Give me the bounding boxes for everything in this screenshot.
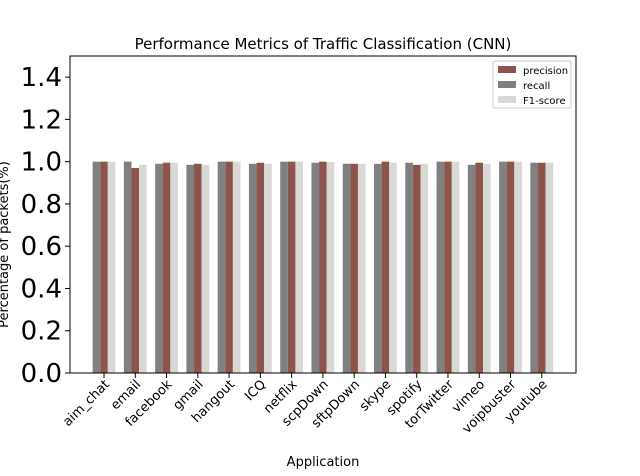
- bar-recall-voipbuster: [499, 161, 507, 373]
- legend-label-f1-score: F1-score: [523, 96, 566, 107]
- y-axis-label: Percentage of packets(%): [0, 161, 12, 328]
- bar-precision-facebook: [162, 162, 171, 373]
- chart-title: Performance Metrics of Traffic Classific…: [135, 35, 512, 53]
- bar-f1-score-skype: [389, 162, 397, 373]
- bar-precision-skype: [381, 161, 390, 373]
- y-tick-label: 0.0: [21, 359, 62, 389]
- bar-precision-icq: [256, 162, 265, 373]
- legend-swatch-precision: [498, 66, 516, 73]
- bar-f1-score-youtube: [545, 162, 554, 373]
- bar-recall-aim-chat: [92, 161, 101, 373]
- bar-f1-score-sftpdown: [357, 163, 366, 373]
- bar-precision-voipbuster: [506, 161, 515, 373]
- bar-f1-score-scpdown: [326, 162, 335, 373]
- y-tick-label: 0.2: [21, 317, 62, 347]
- bar-precision-scpdown: [319, 161, 327, 373]
- x-axis-label: Application: [287, 455, 360, 470]
- bar-f1-score-voipbuster: [514, 161, 522, 373]
- bar-recall-skype: [374, 163, 382, 373]
- bar-f1-score-netflix: [295, 161, 304, 373]
- y-tick-label: 1.2: [21, 105, 62, 135]
- bar-recall-sftpdown: [342, 163, 351, 373]
- legend-swatch-recall: [498, 81, 516, 88]
- bar-f1-score-facebook: [170, 162, 178, 373]
- y-tick-label: 0.4: [21, 274, 62, 304]
- bar-f1-score-tortwitter: [451, 161, 460, 373]
- bar-recall-scpdown: [311, 162, 320, 373]
- legend-label-recall: recall: [523, 81, 550, 92]
- bar-precision-gmail: [194, 163, 202, 373]
- y-tick-label: 0.6: [21, 232, 62, 262]
- bar-precision-tortwitter: [444, 161, 452, 373]
- bar-f1-score-vimeo: [483, 163, 491, 373]
- bar-precision-email: [131, 168, 140, 373]
- bar-recall-email: [123, 161, 132, 373]
- bar-recall-hangout: [217, 161, 226, 373]
- y-tick-label: 1.4: [21, 63, 62, 93]
- bar-f1-score-gmail: [201, 164, 210, 373]
- legend: precision recall F1-score: [492, 60, 572, 109]
- legend-label-precision: precision: [523, 66, 568, 77]
- bar-recall-facebook: [155, 163, 163, 373]
- bar-f1-score-email: [139, 164, 147, 373]
- bar-f1-score-hangout: [232, 161, 241, 373]
- bar-recall-spotify: [405, 162, 413, 373]
- y-tick-label: 0.8: [21, 190, 62, 220]
- bar-f1-score-icq: [264, 163, 272, 373]
- bar-precision-aim-chat: [100, 161, 108, 373]
- y-tick-label: 1.0: [21, 148, 62, 178]
- bar-recall-netflix: [280, 161, 288, 373]
- bar-precision-hangout: [225, 161, 233, 373]
- bar-precision-vimeo: [475, 162, 484, 373]
- bar-recall-youtube: [530, 162, 538, 373]
- bar-precision-netflix: [287, 161, 296, 373]
- bar-recall-vimeo: [467, 164, 476, 373]
- y-axis: 0.0 0.2 0.4 0.6 0.8 1.0 1.2 1.4: [21, 63, 70, 389]
- bar-precision-spotify: [412, 164, 421, 373]
- bar-recall-tortwitter: [436, 161, 445, 373]
- bars-group: [92, 161, 554, 373]
- bar-recall-gmail: [186, 164, 195, 373]
- bar-precision-youtube: [537, 162, 546, 373]
- legend-swatch-f1-score: [498, 96, 516, 103]
- x-tick-label: aim_chat: [60, 377, 112, 429]
- bar-precision-sftpdown: [350, 163, 358, 373]
- bar-f1-score-aim-chat: [107, 161, 116, 373]
- x-tick-label: ICQ: [242, 377, 269, 404]
- bar-recall-icq: [248, 163, 257, 373]
- bar-f1-score-spotify: [420, 163, 429, 373]
